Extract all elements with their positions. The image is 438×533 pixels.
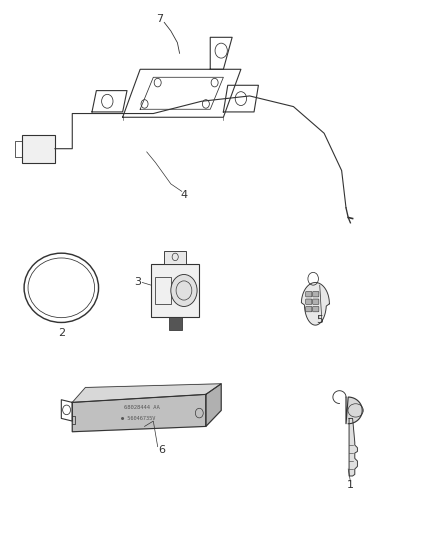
Polygon shape	[72, 394, 206, 432]
FancyBboxPatch shape	[169, 317, 182, 330]
FancyBboxPatch shape	[151, 264, 199, 317]
Text: 4: 4	[180, 190, 187, 199]
Text: 3: 3	[134, 278, 141, 287]
FancyBboxPatch shape	[313, 306, 319, 312]
Text: ● 56046735V: ● 56046735V	[121, 416, 155, 421]
Polygon shape	[301, 282, 329, 325]
Text: 68028444 AA: 68028444 AA	[124, 405, 160, 410]
Polygon shape	[206, 384, 221, 426]
Text: 5: 5	[316, 315, 323, 325]
Text: 7: 7	[156, 14, 163, 23]
FancyBboxPatch shape	[306, 299, 312, 304]
Polygon shape	[72, 384, 221, 402]
FancyBboxPatch shape	[313, 299, 319, 304]
Polygon shape	[346, 397, 362, 424]
FancyBboxPatch shape	[306, 306, 312, 312]
FancyBboxPatch shape	[164, 251, 186, 264]
FancyBboxPatch shape	[22, 135, 55, 163]
Text: 2: 2	[58, 328, 65, 338]
Circle shape	[171, 274, 197, 306]
Text: 6: 6	[159, 446, 166, 455]
FancyBboxPatch shape	[313, 292, 319, 297]
Polygon shape	[349, 418, 357, 476]
FancyBboxPatch shape	[306, 292, 312, 297]
Text: 1: 1	[347, 480, 354, 490]
